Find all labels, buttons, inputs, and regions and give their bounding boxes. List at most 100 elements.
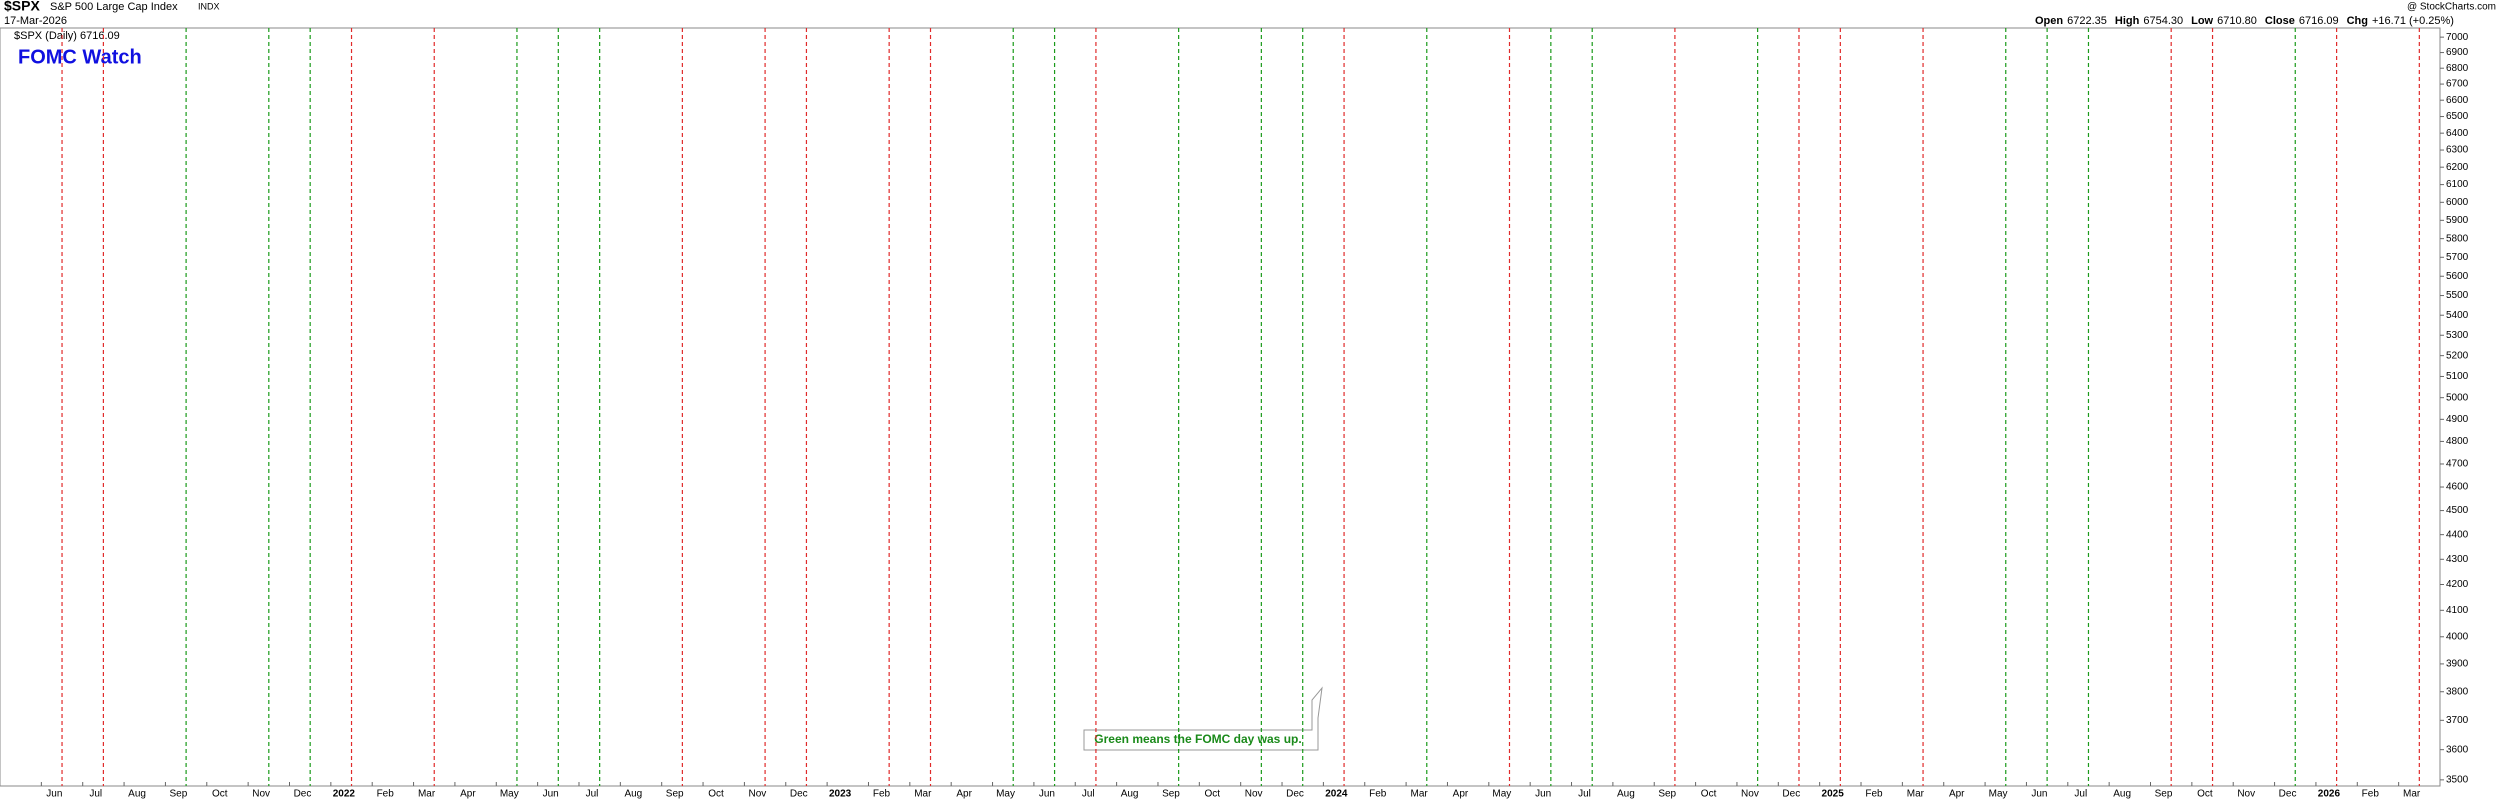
y-tick-label: 6100 <box>2446 179 2469 190</box>
x-tick-label: Aug <box>1121 789 1139 800</box>
x-tick-label: Oct <box>1701 789 1717 800</box>
x-tick-label: Jul <box>1578 789 1591 800</box>
y-tick-label: 4100 <box>2446 605 2469 616</box>
y-tick-label: 5900 <box>2446 215 2469 226</box>
x-tick-label: Jun <box>46 789 62 800</box>
quote-label: Low <box>2191 15 2213 27</box>
x-tick-label: Nov <box>749 789 767 800</box>
y-tick-label: 4000 <box>2446 631 2469 642</box>
x-tick-label: Apr <box>1949 789 1965 800</box>
x-tick-label: Aug <box>2113 789 2131 800</box>
x-tick-label: Oct <box>2197 789 2213 800</box>
y-tick-label: 5200 <box>2446 350 2469 361</box>
index-name: S&P 500 Large Cap Index <box>50 1 178 13</box>
y-tick-label: 5700 <box>2446 252 2469 263</box>
y-tick-label: 4500 <box>2446 505 2469 516</box>
x-tick-label: May <box>996 789 1015 800</box>
x-tick-label: Sep <box>1162 789 1180 800</box>
x-tick-label: Dec <box>2279 789 2297 800</box>
x-tick-label: Feb <box>873 789 891 800</box>
source: @ StockCharts.com <box>2407 2 2496 13</box>
quote-label: Open <box>2035 15 2063 27</box>
quote-value: 6754.30 <box>2143 15 2183 27</box>
x-tick-label: Jun <box>2031 789 2047 800</box>
annotation-box <box>1083 686 1323 751</box>
chart-title: FOMC Watch <box>18 46 142 68</box>
x-tick-label: Jun <box>1039 789 1055 800</box>
y-tick-label: 4600 <box>2446 482 2469 493</box>
exchange: INDX <box>198 1 220 11</box>
x-tick-label: 2022 <box>333 789 356 800</box>
x-tick-label: Jul <box>89 789 102 800</box>
x-tick-label: May <box>500 789 519 800</box>
quote-label: Chg <box>2347 15 2368 27</box>
x-tick-label: Mar <box>418 789 436 800</box>
x-tick-label: Feb <box>2362 789 2380 800</box>
y-tick-label: 4200 <box>2446 579 2469 590</box>
x-tick-label: Dec <box>294 789 312 800</box>
x-tick-label: 2025 <box>1822 789 1845 800</box>
x-tick-label: Apr <box>1453 789 1469 800</box>
x-tick-label: Dec <box>1782 789 1800 800</box>
date: 17-Mar-2026 <box>4 15 67 27</box>
quote: Open 6722.35 High 6754.30 Low 6710.80 Close 671… <box>2035 15 2454 27</box>
x-tick-label: 2023 <box>829 789 852 800</box>
y-tick-label: 3700 <box>2446 715 2469 726</box>
x-tick-label: Aug <box>128 789 146 800</box>
x-tick-label: Dec <box>790 789 808 800</box>
x-tick-label: Jul <box>586 789 599 800</box>
quote-label: High <box>2115 15 2140 27</box>
x-tick-label: Feb <box>1369 789 1387 800</box>
x-tick-label: Oct <box>708 789 724 800</box>
x-tick-label: Jun <box>1535 789 1551 800</box>
y-tick-label: 5300 <box>2446 330 2469 341</box>
quote-value: +16.71 (+0.25%) <box>2372 15 2454 27</box>
y-tick-label: 3900 <box>2446 659 2469 670</box>
quote-value: 6710.80 <box>2217 15 2257 27</box>
symbol: $SPX <box>4 0 40 14</box>
y-tick-label: 6900 <box>2446 47 2469 58</box>
x-tick-label: Sep <box>170 789 188 800</box>
y-tick-label: 4800 <box>2446 436 2469 447</box>
x-tick-label: Jul <box>2074 789 2087 800</box>
y-tick-label: 6700 <box>2446 79 2469 90</box>
y-tick-label: 4300 <box>2446 554 2469 565</box>
x-tick-label: Nov <box>252 789 270 800</box>
x-tick-label: Feb <box>377 789 395 800</box>
y-tick-label: 4400 <box>2446 529 2469 540</box>
quote-value: 6722.35 <box>2067 15 2107 27</box>
y-tick-label: 5500 <box>2446 290 2469 301</box>
x-tick-label: Nov <box>1741 789 1759 800</box>
annotation: Green means the FOMC day was up. <box>1094 732 1301 746</box>
y-tick-label: 5400 <box>2446 310 2469 321</box>
x-tick-label: Oct <box>1205 789 1221 800</box>
y-tick-label: 3500 <box>2446 775 2469 786</box>
y-tick-label: 4900 <box>2446 414 2469 425</box>
x-tick-label: Jul <box>1082 789 1095 800</box>
y-tick-label: 6600 <box>2446 95 2469 106</box>
x-tick-label: Feb <box>1865 789 1883 800</box>
y-tick-label: 6500 <box>2446 111 2469 122</box>
y-tick-label: 5800 <box>2446 233 2469 244</box>
quote-value: 6716.09 <box>2299 15 2339 27</box>
y-tick-label: 5000 <box>2446 392 2469 403</box>
x-tick-label: Apr <box>460 789 476 800</box>
legend: $SPX (Daily) 6716.09 <box>14 30 120 42</box>
quote-label: Close <box>2265 15 2295 27</box>
plot-frame <box>0 27 2441 787</box>
x-tick-label: May <box>1989 789 2008 800</box>
x-tick-label: Dec <box>1286 789 1304 800</box>
y-tick-label: 4700 <box>2446 459 2469 470</box>
x-tick-label: Mar <box>1907 789 1925 800</box>
x-tick-label: Apr <box>956 789 972 800</box>
x-tick-label: Aug <box>1617 789 1635 800</box>
x-tick-label: Oct <box>212 789 228 800</box>
y-tick-label: 6300 <box>2446 145 2469 156</box>
x-tick-label: Mar <box>1410 789 1428 800</box>
y-tick-label: 6200 <box>2446 162 2469 173</box>
x-tick-label: May <box>1492 789 1511 800</box>
y-tick-label: 5100 <box>2446 371 2469 382</box>
x-tick-label: Mar <box>914 789 932 800</box>
